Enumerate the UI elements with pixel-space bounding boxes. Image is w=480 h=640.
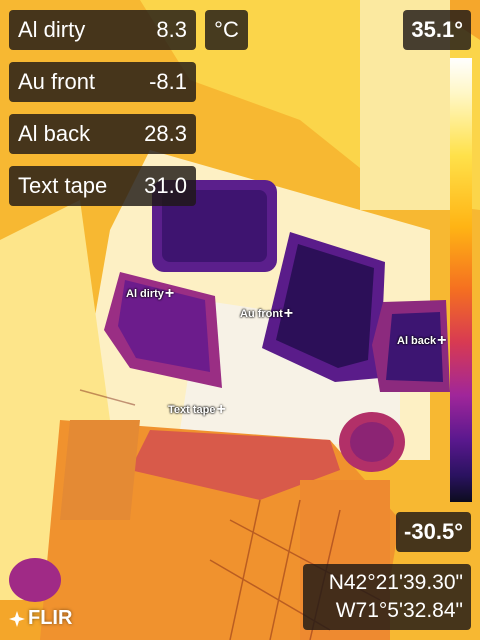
gps-coordinates: N42°21'39.30" W71°5'32.84" [303,564,471,630]
measurement-label: Al back [18,121,91,146]
unit-badge: °C [205,10,248,50]
measurement-label: Text tape [18,173,108,198]
spot-marker-al-dirty[interactable]: Al dirty + [126,286,174,302]
measurement-value: 8.3 [156,17,187,42]
crosshair-icon: + [283,305,294,322]
measurement-value: 28.3 [144,121,187,146]
scale-min-label: -30.5° [396,512,471,552]
measurement-row-au-front: Au front -8.1 [9,62,196,102]
scale-max-label: 35.1° [403,10,471,50]
flir-emblem-icon [9,610,25,627]
spot-marker-au-front[interactable]: Au front + [240,306,293,322]
measurement-row-al-dirty: Al dirty 8.3 [9,10,196,50]
measurement-label: Al dirty [18,17,86,42]
spot-marker-label: Al back [397,335,437,347]
crosshair-icon: + [164,285,175,302]
temperature-scale-bar [450,58,472,502]
crosshair-icon: + [437,332,447,349]
brand-text: FLIR [28,607,73,629]
flir-logo: FLIR [8,607,72,630]
measurement-row-text-tape: Text tape 31.0 [9,166,196,206]
gps-latitude: N42°21'39.30" [328,571,463,594]
measurement-value: 31.0 [144,173,187,198]
measurement-label: Au front [18,69,96,94]
spot-marker-label: Al dirty [126,288,164,300]
gps-longitude: W71°5'32.84" [335,599,463,622]
crosshair-icon: + [216,401,226,418]
spot-marker-text-tape[interactable]: Text tape + [168,402,226,418]
spot-marker-label: Text tape [168,404,216,416]
measurement-row-al-back: Al back 28.3 [9,114,196,154]
measurement-value: -8.1 [149,69,187,94]
spot-marker-label: Au front [240,308,283,320]
spot-marker-al-back[interactable]: Al back + [397,333,446,349]
